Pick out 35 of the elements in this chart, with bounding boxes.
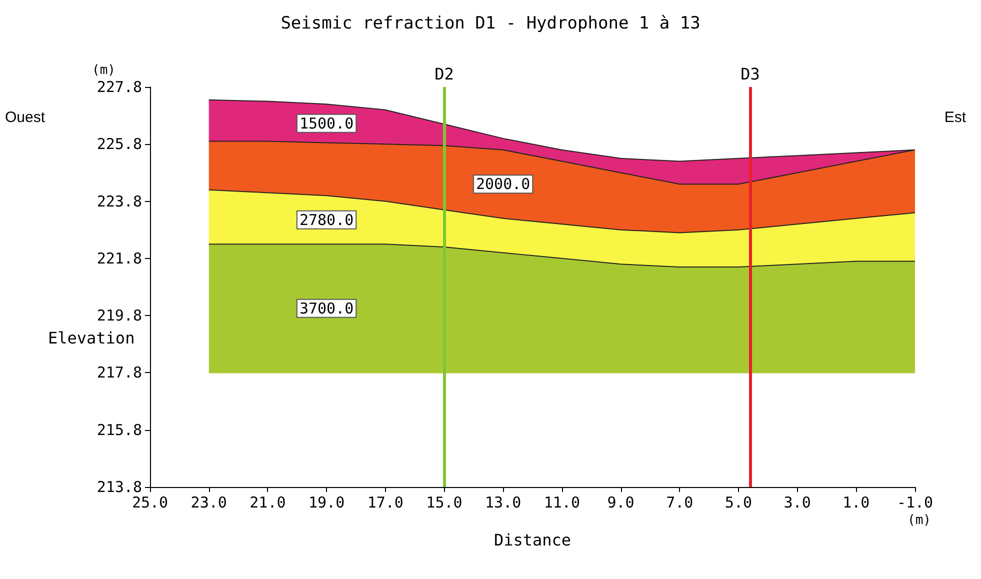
text: Ouest (5, 109, 46, 126)
y-tick-label: 215.8 (96, 420, 142, 439)
y-tick-label: 225.8 (96, 135, 142, 154)
series-label: 2000.0 (476, 175, 530, 194)
x-tick-label: -1.0 (896, 494, 934, 512)
y-axis-title: Elevation (48, 328, 135, 348)
y-tick-label: 219.8 (96, 306, 142, 325)
chart-title: Seismic refraction D1 - Hydrophone 1 à 13 (280, 14, 700, 34)
x-tick-label: 17.0 (367, 494, 404, 512)
y-tick-label: 213.8 (96, 478, 142, 496)
x-tick-label: 25.0 (132, 494, 168, 512)
x-tick-label: 3.0 (784, 494, 811, 512)
series-label: 1500.0 (299, 114, 354, 132)
text: (m) (908, 513, 932, 528)
ref-line-label: D2 (434, 64, 454, 84)
x-tick-label: 7.0 (666, 494, 694, 512)
x-axis-title: Distance (494, 530, 572, 550)
series-label: 2780.0 (299, 210, 354, 229)
x-tick-label: 11.0 (544, 494, 580, 512)
x-tick-label: 19.0 (308, 494, 345, 512)
y-tick-label: 217.8 (96, 364, 142, 382)
y-tick-label: 223.8 (96, 192, 142, 210)
ref-line-label: D3 (740, 64, 760, 84)
series-label: 3700.0 (299, 299, 354, 318)
y-tick-label: 227.8 (96, 78, 142, 96)
text: Est (944, 109, 967, 126)
x-tick-label: 13.0 (485, 494, 522, 512)
x-tick-label: 23.0 (190, 494, 227, 512)
x-tick-label: 21.0 (250, 494, 286, 512)
y-tick-label: 221.8 (96, 249, 142, 268)
x-tick-label: 15.0 (426, 494, 462, 512)
x-tick-label: 9.0 (607, 494, 634, 512)
x-tick-label: 1.0 (842, 494, 870, 512)
text: (m) (92, 63, 116, 78)
x-tick-label: 5.0 (724, 494, 752, 512)
